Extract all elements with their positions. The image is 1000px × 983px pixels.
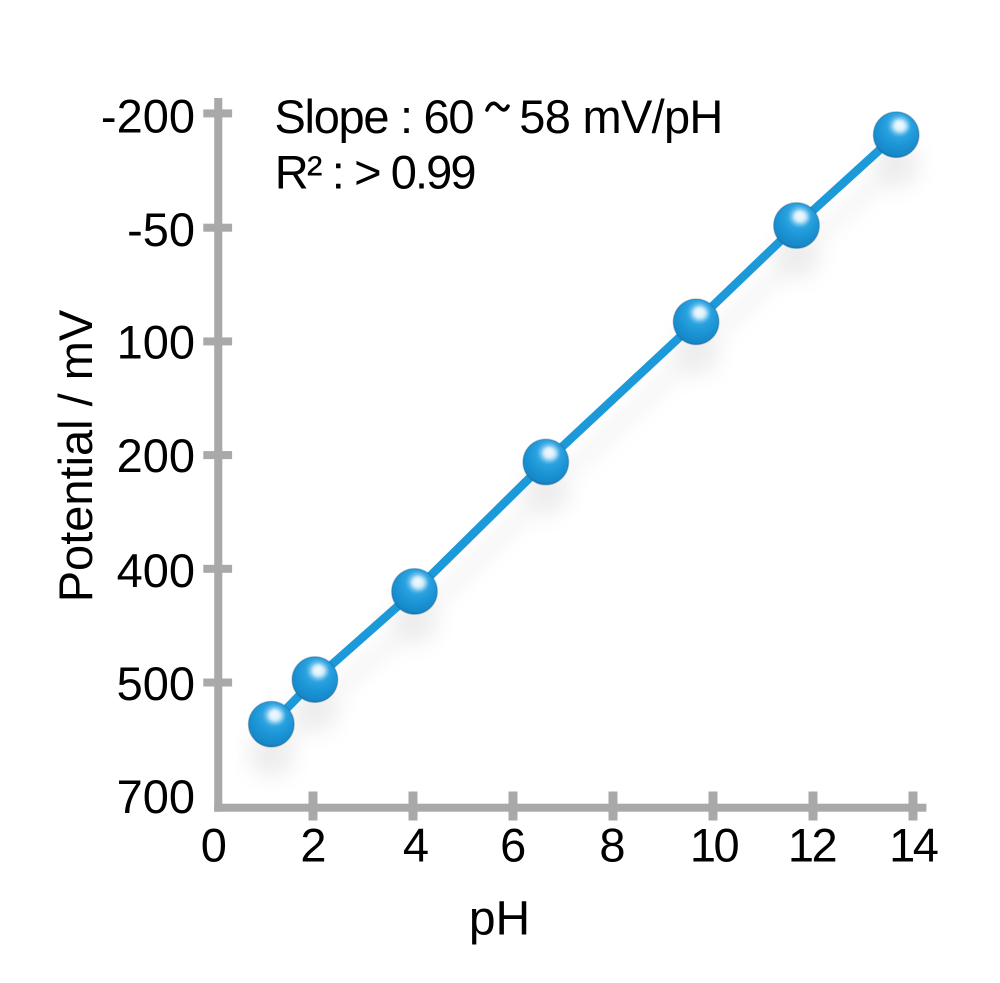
svg-text:400: 400 (117, 544, 195, 597)
svg-text:2: 2 (300, 819, 326, 872)
svg-text:100: 100 (117, 316, 195, 369)
svg-text:12: 12 (788, 819, 836, 872)
svg-text:58 mV/pH: 58 mV/pH (519, 90, 722, 143)
svg-text:4: 4 (403, 819, 429, 872)
svg-text:6: 6 (500, 819, 526, 872)
svg-text:Potential / mV: Potential / mV (49, 309, 102, 602)
svg-text:14: 14 (889, 819, 938, 872)
svg-text:pH: pH (469, 893, 530, 946)
svg-text:10: 10 (690, 819, 739, 872)
svg-text:700: 700 (117, 770, 195, 823)
svg-text:8: 8 (599, 819, 625, 872)
svg-text:-200: -200 (101, 90, 195, 143)
svg-text:-50: -50 (127, 203, 195, 256)
svg-text:0: 0 (201, 819, 227, 872)
svg-text:200: 200 (117, 429, 195, 482)
svg-text:Slope : 60: Slope : 60 (275, 90, 474, 143)
svg-text:R² : > 0.99: R² : > 0.99 (275, 146, 475, 199)
svg-text:500: 500 (117, 657, 195, 710)
